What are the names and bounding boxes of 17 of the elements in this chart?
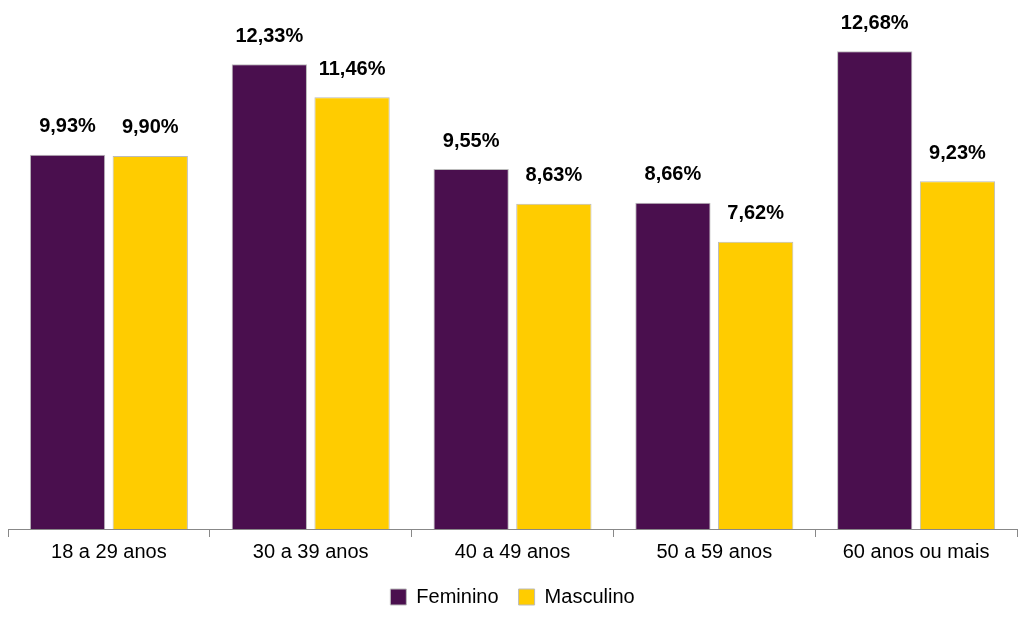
legend-label: Feminino	[416, 584, 499, 607]
data-label: 9,90%	[121, 115, 179, 138]
data-label: 12,33%	[235, 23, 304, 46]
x-tick-label: 60 anos ou mais	[842, 539, 990, 562]
data-label: 9,93%	[39, 114, 97, 137]
data-label: 8,66%	[644, 162, 702, 185]
data-label: 7,62%	[727, 201, 785, 224]
x-tick-label: 30 a 39 anos	[252, 539, 369, 562]
x-tick-label: 18 a 29 anos	[51, 539, 167, 562]
x-tick-label: 50 a 59 anos	[656, 539, 773, 562]
data-label: 12,68%	[840, 10, 909, 33]
data-label: 11,46%	[318, 56, 386, 79]
x-tick-label: 40 a 49 anos	[454, 539, 571, 562]
data-label: 9,23%	[929, 140, 987, 163]
legend-label: Masculino	[544, 584, 635, 607]
data-label: 9,55%	[442, 128, 500, 151]
data-label: 8,63%	[525, 163, 583, 186]
